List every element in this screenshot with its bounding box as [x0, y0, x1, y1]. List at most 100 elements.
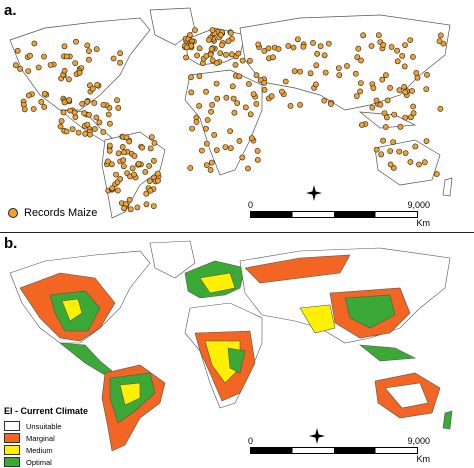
climate-legend-title: EI - Current Climate	[4, 406, 89, 416]
record-point	[87, 131, 93, 138]
record-point	[352, 70, 359, 77]
record-point	[401, 63, 408, 70]
record-point	[275, 46, 282, 52]
record-point	[211, 131, 218, 138]
record-point	[413, 70, 420, 76]
record-point	[203, 140, 210, 147]
record-point	[234, 100, 241, 106]
record-point	[76, 69, 83, 76]
record-point	[93, 114, 100, 121]
record-point	[208, 46, 215, 53]
record-point	[126, 138, 133, 145]
record-point	[57, 123, 64, 130]
legend-label: Unsuitable	[26, 421, 62, 431]
record-point	[214, 95, 221, 102]
record-point	[412, 143, 419, 150]
record-point	[394, 58, 401, 65]
record-point	[402, 114, 409, 121]
record-point	[92, 126, 98, 132]
record-point	[313, 62, 320, 69]
record-point	[397, 123, 404, 130]
record-point	[108, 161, 115, 168]
record-point	[117, 50, 123, 57]
record-point	[382, 124, 389, 130]
record-point	[384, 97, 391, 104]
record-point	[207, 51, 214, 58]
record-point	[63, 53, 70, 60]
record-point	[100, 101, 107, 108]
compass-icon	[306, 185, 322, 201]
record-points-layer	[12, 27, 447, 213]
record-point	[246, 57, 253, 64]
scalebar-a-start: 0	[248, 200, 254, 210]
record-point	[115, 105, 122, 111]
record-point	[96, 119, 103, 126]
record-point	[202, 125, 209, 132]
record-point	[261, 87, 268, 93]
record-point	[186, 32, 193, 38]
record-point	[218, 42, 225, 48]
record-point	[399, 53, 406, 59]
record-point	[225, 38, 232, 45]
record-point	[121, 163, 127, 170]
record-point	[41, 104, 48, 110]
record-point	[143, 190, 150, 197]
record-point	[390, 139, 397, 145]
record-point	[120, 157, 127, 164]
scalebar-b-start: 0	[248, 436, 254, 446]
record-point	[235, 50, 242, 57]
legend-item-unsuitable: Unsuitable	[4, 420, 88, 432]
record-point	[66, 97, 72, 103]
scalebar-a-unit: Km	[416, 218, 431, 228]
record-point	[382, 72, 389, 79]
record-point	[437, 32, 444, 39]
record-point	[30, 106, 37, 112]
record-point	[265, 45, 272, 52]
record-point	[437, 105, 444, 112]
record-point	[203, 162, 210, 168]
record-point	[248, 135, 255, 142]
record-point	[327, 101, 334, 107]
record-point	[380, 137, 386, 144]
record-point	[321, 97, 328, 104]
record-point	[396, 87, 403, 94]
record-point	[387, 161, 394, 168]
record-point	[189, 125, 195, 132]
record-point	[414, 74, 421, 81]
record-point	[208, 108, 214, 115]
record-point	[75, 129, 82, 136]
world-map-climate	[9, 240, 453, 452]
record-point	[307, 70, 314, 77]
record-point	[213, 80, 220, 87]
record-point	[421, 159, 428, 166]
record-point	[433, 171, 440, 177]
scalebar-b-bar	[250, 447, 418, 454]
record-point	[325, 40, 332, 47]
record-point	[373, 97, 380, 104]
record-point	[222, 51, 229, 58]
record-point	[297, 101, 303, 108]
record-point	[146, 178, 153, 184]
record-point	[261, 48, 268, 54]
record-point	[129, 165, 136, 172]
record-point	[369, 104, 376, 111]
record-point	[150, 203, 157, 209]
record-point	[72, 60, 79, 66]
record-point	[188, 89, 195, 96]
record-point	[239, 57, 246, 64]
legend-item-optimal: Optimal	[4, 456, 88, 468]
record-point	[25, 68, 32, 74]
record-point	[396, 148, 403, 155]
record-point	[106, 147, 113, 154]
record-point	[148, 134, 155, 141]
record-point	[217, 50, 224, 56]
scalebar-b-unit: Km	[416, 454, 431, 464]
record-point	[242, 104, 249, 111]
record-point	[223, 94, 230, 101]
record-point	[228, 51, 235, 58]
record-point	[89, 85, 96, 92]
record-point	[204, 117, 211, 123]
record-point	[38, 99, 45, 105]
legend-label: Optimal	[26, 457, 52, 467]
record-point	[291, 68, 298, 75]
